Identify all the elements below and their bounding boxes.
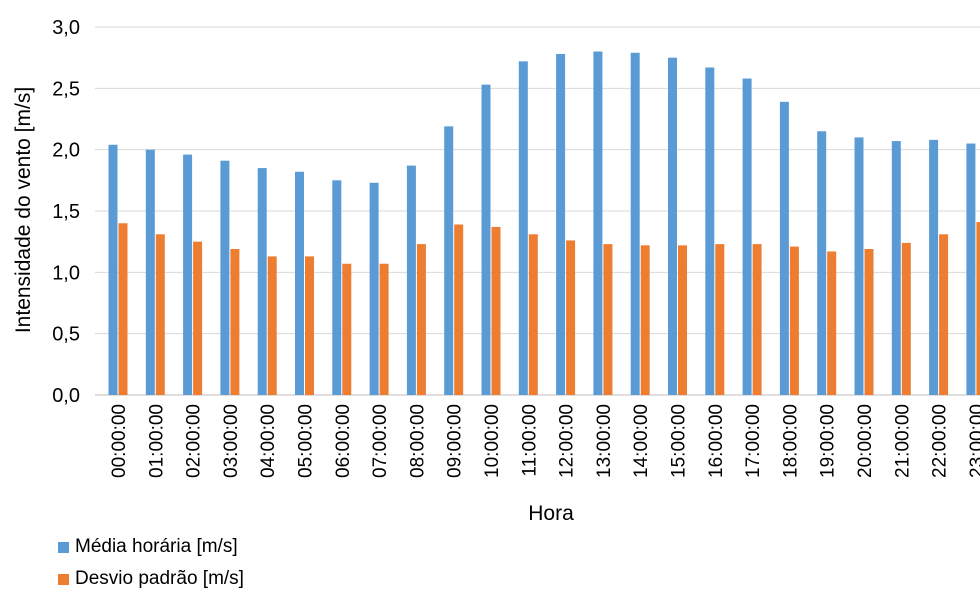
bar-desvio xyxy=(379,263,389,395)
legend-item-desvio: Desvio padrão [m/s] xyxy=(58,568,244,590)
bar-desvio xyxy=(678,245,687,395)
x-tick-label: 14:00:00 xyxy=(631,404,652,478)
bar-desvio xyxy=(789,246,799,395)
bar-desvio xyxy=(118,223,128,395)
x-tick-label: 04:00:00 xyxy=(258,404,279,478)
bar-desvio xyxy=(939,234,949,395)
bar-media xyxy=(481,84,491,396)
bar-media xyxy=(295,171,304,395)
x-tick-label: 22:00:00 xyxy=(930,404,951,478)
bar-media xyxy=(668,57,677,396)
bar-media xyxy=(108,144,118,395)
bar-media xyxy=(593,51,603,396)
bar-media xyxy=(705,67,715,395)
bar-desvio xyxy=(566,240,576,395)
x-tick-label: 05:00:00 xyxy=(296,404,317,478)
x-tick-label: 08:00:00 xyxy=(407,404,428,478)
x-axis-label: Hora xyxy=(528,502,574,525)
legend-item-media: Média horária [m/s] xyxy=(58,536,238,558)
y-tick-label: 0,5 xyxy=(52,324,80,346)
x-tick-label: 02:00:00 xyxy=(184,404,205,478)
bar-media xyxy=(966,143,976,395)
bar-media xyxy=(630,52,640,395)
y-axis-label: Intensidade do vento [m/s] xyxy=(12,87,35,333)
x-tick-label: 11:00:00 xyxy=(519,404,540,477)
bar-media xyxy=(929,139,939,395)
legend-label: Desvio padrão [m/s] xyxy=(75,568,244,589)
bar-desvio xyxy=(603,244,613,395)
bar-desvio xyxy=(342,263,352,395)
bar-desvio xyxy=(491,226,501,395)
y-tick-label: 2,5 xyxy=(52,78,80,100)
bar-media xyxy=(444,126,454,396)
x-tick-label: 10:00:00 xyxy=(482,404,503,478)
bar-desvio xyxy=(193,241,203,395)
bar-media xyxy=(257,168,267,395)
bar-desvio xyxy=(155,234,165,395)
bar-desvio xyxy=(864,249,874,395)
legend-swatch xyxy=(58,573,69,585)
y-tick-label: 2,0 xyxy=(52,140,80,162)
x-tick-label: 23:00:00 xyxy=(967,404,980,478)
bar-desvio xyxy=(640,245,650,395)
bar-media xyxy=(332,180,342,395)
x-tick-label: 17:00:00 xyxy=(743,404,764,478)
bar-desvio xyxy=(416,244,426,395)
x-tick-label: 19:00:00 xyxy=(818,404,839,478)
bar-desvio xyxy=(976,222,980,395)
bar-media xyxy=(406,165,416,395)
bar-media xyxy=(518,61,528,395)
bar-chart: 0,0 0,5 1,0 1,5 2,0 2,5 3,0 00:00:00 01:00:00 02… xyxy=(12,17,980,525)
x-tick-label: 03:00:00 xyxy=(221,404,242,478)
x-tick-label: 21:00:00 xyxy=(892,404,913,478)
bar-desvio xyxy=(454,224,464,395)
x-tick-label: 12:00:00 xyxy=(557,404,578,478)
legend-label: Média horária [m/s] xyxy=(75,536,238,557)
bar-desvio xyxy=(827,251,837,395)
x-tick-label: 09:00:00 xyxy=(445,404,466,478)
bar-desvio xyxy=(267,256,277,395)
bars xyxy=(108,51,980,396)
bar-desvio xyxy=(752,244,762,395)
x-tick-label: 15:00:00 xyxy=(669,404,690,478)
y-tick-labels: 0,0 0,5 1,0 1,5 2,0 2,5 3,0 xyxy=(52,17,80,407)
x-tick-label: 01:00:00 xyxy=(146,404,167,478)
x-tick-label: 16:00:00 xyxy=(706,404,727,478)
bar-media xyxy=(183,154,193,395)
x-tick-label: 00:00:00 xyxy=(109,404,130,478)
x-tick-label: 07:00:00 xyxy=(370,404,391,478)
y-tick-label: 3,0 xyxy=(52,17,80,39)
bar-desvio xyxy=(715,244,725,395)
bar-media xyxy=(817,131,827,395)
x-tick-label: 20:00:00 xyxy=(855,404,876,478)
y-tick-label: 0,0 xyxy=(52,385,80,407)
x-tick-label: 13:00:00 xyxy=(594,404,615,478)
x-tick-label: 18:00:00 xyxy=(780,404,801,478)
x-tick-label: 06:00:00 xyxy=(333,404,354,478)
bar-media xyxy=(742,78,752,396)
y-tick-label: 1,0 xyxy=(52,262,80,284)
bar-media xyxy=(369,182,379,395)
bar-media xyxy=(220,160,230,395)
bar-desvio xyxy=(901,242,911,395)
bar-media xyxy=(779,101,789,396)
bar-media xyxy=(854,137,864,395)
x-tick-labels: 00:00:00 01:00:00 02:00:00 03:00:00 04:00:00… xyxy=(109,404,980,478)
bar-media xyxy=(556,53,566,396)
bar-desvio xyxy=(230,249,240,395)
bar-media xyxy=(145,149,155,395)
bar-media xyxy=(891,141,901,395)
bar-desvio xyxy=(528,234,538,395)
y-tick-label: 1,5 xyxy=(52,201,80,223)
legend-swatch xyxy=(58,541,69,553)
bar-desvio xyxy=(305,256,314,395)
